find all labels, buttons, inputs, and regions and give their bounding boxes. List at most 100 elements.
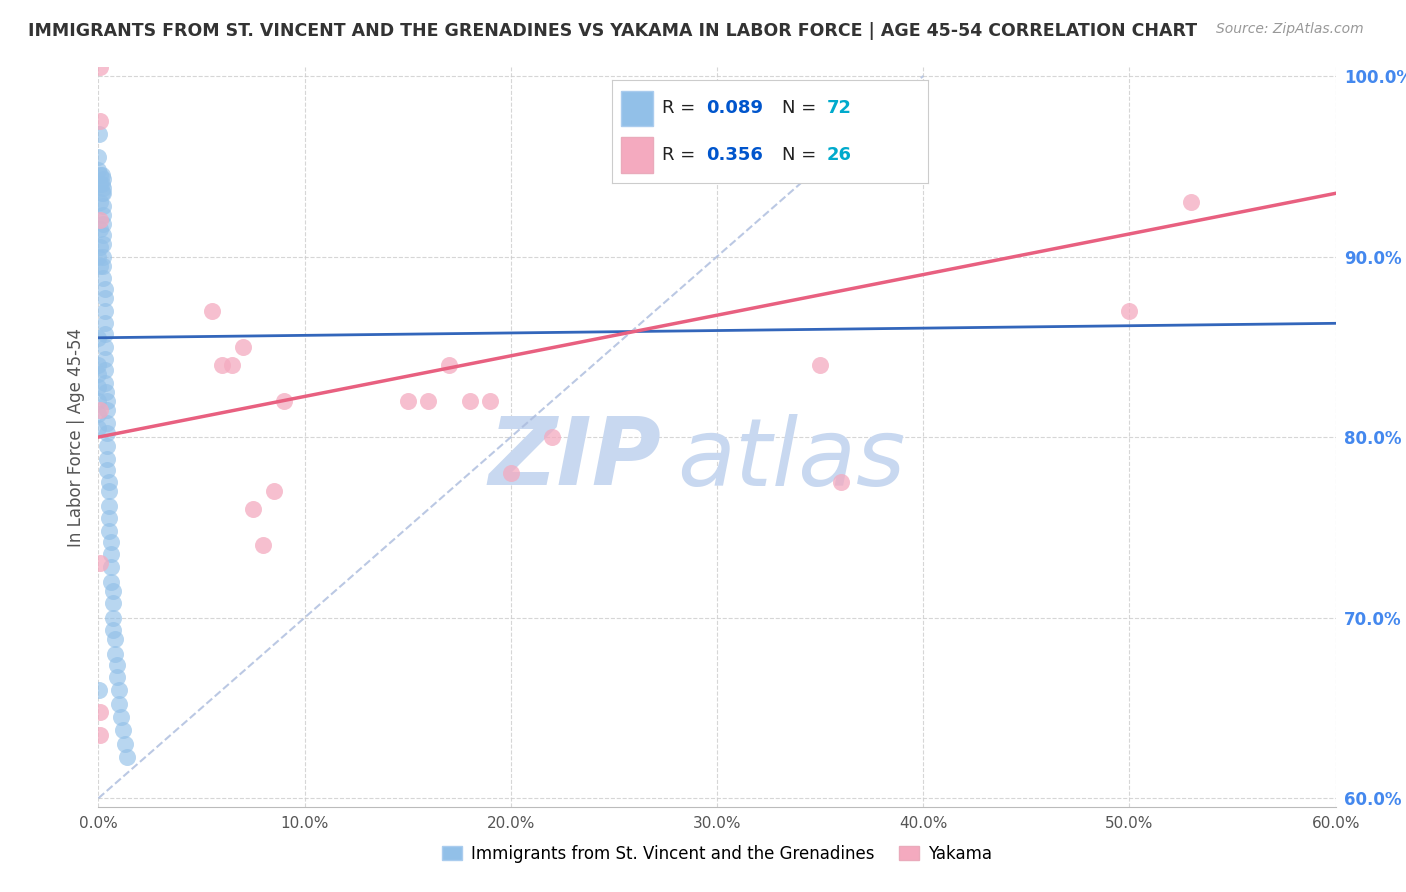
Point xyxy=(89,213,111,227)
Point xyxy=(91,208,114,222)
Point xyxy=(90,186,112,201)
Point xyxy=(91,259,114,273)
Point xyxy=(87,250,110,264)
Point xyxy=(91,186,114,201)
Point xyxy=(100,574,122,589)
Point xyxy=(96,394,118,409)
Point xyxy=(273,394,295,409)
Y-axis label: In Labor Force | Age 45-54: In Labor Force | Age 45-54 xyxy=(66,327,84,547)
Point xyxy=(91,227,114,242)
Point xyxy=(87,331,110,345)
Point xyxy=(104,647,127,661)
Point xyxy=(89,178,111,192)
Point xyxy=(221,358,243,372)
Point xyxy=(105,670,128,684)
Point xyxy=(93,282,115,296)
Text: N =: N = xyxy=(783,145,823,163)
Point xyxy=(97,511,120,525)
Point xyxy=(96,451,118,466)
Point xyxy=(87,358,110,372)
Point xyxy=(91,236,114,251)
Point xyxy=(96,426,118,441)
Point xyxy=(1180,195,1202,210)
Point xyxy=(89,403,111,417)
Point xyxy=(93,327,115,342)
Point xyxy=(93,376,115,390)
Point xyxy=(89,195,111,210)
Point xyxy=(91,271,114,285)
Point xyxy=(89,114,111,128)
Point xyxy=(93,291,115,305)
Text: 0.356: 0.356 xyxy=(707,145,763,163)
Bar xyxy=(621,136,652,173)
Text: 0.089: 0.089 xyxy=(707,100,763,118)
Point xyxy=(104,632,127,647)
Point xyxy=(90,168,112,182)
Point xyxy=(101,596,124,610)
Point xyxy=(108,682,131,697)
Point xyxy=(117,749,139,764)
Point xyxy=(97,475,120,490)
Point xyxy=(94,384,117,399)
Point xyxy=(101,583,124,598)
Point xyxy=(93,363,115,377)
Point xyxy=(87,394,110,409)
Point xyxy=(96,416,118,430)
Point xyxy=(91,181,114,195)
Point xyxy=(114,737,136,751)
Point xyxy=(97,499,120,513)
Text: atlas: atlas xyxy=(678,414,905,505)
Text: N =: N = xyxy=(783,100,823,118)
Bar xyxy=(621,91,652,127)
Point xyxy=(112,723,135,737)
Point xyxy=(541,430,564,444)
Point xyxy=(87,407,110,421)
Point xyxy=(100,534,122,549)
Point xyxy=(91,199,114,213)
Point xyxy=(91,250,114,264)
Text: IMMIGRANTS FROM ST. VINCENT AND THE GRENADINES VS YAKAMA IN LABOR FORCE | AGE 45: IMMIGRANTS FROM ST. VINCENT AND THE GREN… xyxy=(28,22,1198,40)
Point xyxy=(89,682,111,697)
Point xyxy=(96,403,118,417)
Point xyxy=(89,222,111,236)
Point xyxy=(479,394,502,409)
Point xyxy=(89,557,111,571)
Point xyxy=(91,217,114,231)
Point xyxy=(89,168,111,182)
Point xyxy=(252,538,274,552)
Text: Source: ZipAtlas.com: Source: ZipAtlas.com xyxy=(1216,22,1364,37)
Point xyxy=(87,162,110,177)
Point xyxy=(96,462,118,476)
Point xyxy=(93,316,115,330)
Point xyxy=(830,475,852,490)
Point xyxy=(242,502,264,516)
Point xyxy=(89,728,111,742)
Point xyxy=(263,484,285,499)
Point xyxy=(89,259,111,273)
Point xyxy=(91,172,114,186)
Point xyxy=(211,358,233,372)
Point xyxy=(101,624,124,638)
Point xyxy=(105,657,128,672)
Point xyxy=(87,150,110,164)
Point xyxy=(93,352,115,367)
Point xyxy=(89,60,111,74)
Text: ZIP: ZIP xyxy=(488,413,661,505)
Point xyxy=(93,303,115,318)
Point xyxy=(437,358,460,372)
Point xyxy=(87,421,110,435)
Point xyxy=(108,698,131,712)
Point xyxy=(808,358,831,372)
Point xyxy=(96,439,118,453)
Point xyxy=(87,379,110,393)
Text: 72: 72 xyxy=(827,100,852,118)
Point xyxy=(458,394,481,409)
Point xyxy=(93,340,115,354)
Point xyxy=(101,610,124,624)
Point xyxy=(89,240,111,254)
Point xyxy=(100,548,122,562)
Point xyxy=(97,524,120,538)
Point xyxy=(418,394,440,409)
Point xyxy=(110,710,132,724)
Point xyxy=(97,484,120,499)
